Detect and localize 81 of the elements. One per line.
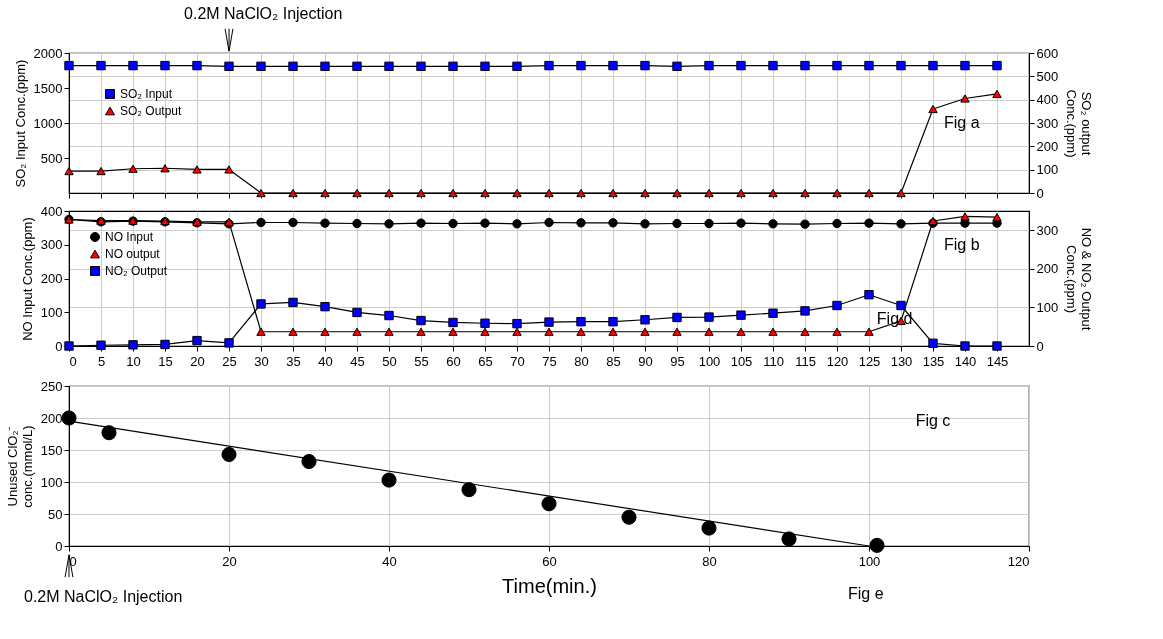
y2-axis-title: NO & NO₂ Output Conc.(ppm) (1064, 227, 1095, 331)
y2-axis-title: SO₂ output Conc.(ppm) (1064, 89, 1095, 158)
x-tick-label: 100 (858, 553, 881, 569)
y2-tick-label: 100 (1036, 299, 1059, 315)
y2-tick-label: 400 (1036, 92, 1059, 108)
y2-tick-label: 0 (1036, 185, 1044, 201)
x-tick-label: 40 (382, 553, 397, 569)
x-tick-label: 15 (158, 353, 173, 369)
x-tick-label: 0 (69, 353, 77, 369)
x-tick-label: 60 (446, 353, 461, 369)
x-tick-label: 30 (254, 353, 269, 369)
x-tick-label: 5 (97, 353, 106, 369)
x-tick-label: 65 (478, 353, 493, 369)
annotation: Fig b (944, 235, 980, 253)
text: 0.2M NaClO₂ Injection (184, 4, 343, 22)
x-tick-label: 20 (190, 353, 205, 369)
y-axis-title: NO Input Conc.(ppm) (19, 217, 35, 341)
text: Fig e (848, 585, 884, 602)
x-tick-label: 55 (414, 353, 429, 369)
y-tick-label: 400 (40, 203, 63, 219)
y2-tick-label: 300 (1036, 115, 1059, 131)
x-tick-label: 140 (954, 353, 977, 369)
y-tick-label: 1500 (33, 80, 63, 96)
x-tick-label: 10 (126, 353, 141, 369)
y-tick-label: 150 (40, 442, 63, 458)
legend-label: SO₂ Output (120, 104, 183, 118)
x-tick-label: 100 (698, 353, 721, 369)
x-tick-label: 90 (638, 353, 653, 369)
y-axis-title: Unused ClO₂⁻ conc.(mmol/L) (4, 425, 35, 508)
x-tick-label: 25 (222, 353, 237, 369)
x-tick-label: 125 (858, 353, 881, 369)
legend-label: NO₂ Output (105, 264, 168, 278)
y-tick-label: 100 (40, 474, 63, 490)
x-tick-label: 60 (542, 553, 557, 569)
y2-tick-label: 200 (1036, 261, 1059, 277)
y-tick-label: 500 (40, 150, 63, 166)
x-tick-label: 120 (1007, 553, 1030, 569)
x-tick-label: 130 (890, 353, 913, 369)
x-tick-label: 105 (730, 353, 753, 369)
y-tick-label: 100 (40, 304, 63, 320)
x-tick-label: 35 (286, 353, 301, 369)
x-axis-title: Time(min.) (502, 574, 597, 597)
x-tick-label: 50 (382, 353, 397, 369)
y-tick-label: 0 (55, 538, 63, 554)
legend-label: NO output (105, 247, 161, 261)
x-tick-label: 110 (763, 353, 784, 369)
annotation: Fig d (876, 310, 913, 327)
x-tick-label: 80 (574, 353, 589, 369)
x-tick-label: 145 (986, 353, 1009, 369)
y2-tick-label: 200 (1036, 138, 1059, 154)
annotation: Fig c (915, 412, 951, 430)
y2-tick-label: 500 (1036, 68, 1059, 84)
y-tick-label: 1000 (33, 115, 63, 131)
x-tick-label: 95 (670, 353, 685, 369)
y2-tick-label: 300 (1036, 222, 1059, 238)
x-tick-label: 40 (318, 353, 333, 369)
y-axis-title: SO₂ Input Conc.(ppm) (12, 59, 28, 188)
annotation: Fig a (944, 114, 980, 131)
y-tick-label: 250 (40, 378, 63, 394)
legend-label: SO₂ Input (120, 87, 173, 101)
y-tick-label: 2000 (33, 45, 63, 61)
y2-tick-label: 100 (1036, 162, 1059, 178)
legend-label: NO Input (105, 230, 154, 244)
x-tick-label: 115 (795, 353, 816, 369)
x-tick-label: 70 (510, 353, 525, 369)
x-tick-label: 120 (826, 353, 849, 369)
y2-tick-label: 0 (1036, 338, 1044, 354)
x-tick-label: 80 (702, 553, 717, 569)
x-tick-label: 85 (606, 353, 621, 369)
y-tick-label: 300 (40, 237, 63, 253)
x-tick-label: 135 (922, 353, 945, 369)
y2-tick-label: 600 (1036, 45, 1059, 61)
x-tick-label: 75 (542, 353, 557, 369)
x-tick-label: 0 (69, 553, 77, 569)
x-tick-label: 45 (350, 353, 365, 369)
y-tick-label: 200 (40, 271, 63, 286)
y-tick-label: 0 (55, 338, 63, 354)
y-tick-label: 200 (40, 410, 63, 426)
x-tick-label: 20 (222, 553, 237, 569)
text: 0.2M NaClO₂ Injection (24, 588, 183, 606)
y-tick-label: 50 (48, 506, 63, 522)
